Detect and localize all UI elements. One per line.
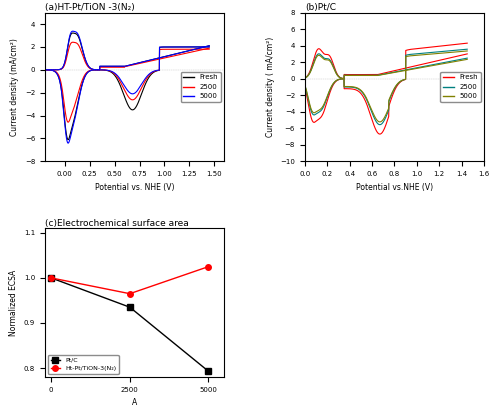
Y-axis label: Normalized ECSA: Normalized ECSA <box>9 269 18 336</box>
Ht-Pt/TiON-3(N₂) <box>48 275 54 280</box>
Pt/C <box>48 275 54 280</box>
Legend: Fresh, 2500, 5000: Fresh, 2500, 5000 <box>181 72 221 102</box>
Line: Ht-Pt/TiON-3(N₂): Ht-Pt/TiON-3(N₂) <box>48 264 211 297</box>
Legend: Pt/C, Ht-Pt/TiON-3(N₂): Pt/C, Ht-Pt/TiON-3(N₂) <box>48 355 119 374</box>
X-axis label: Potential vs. NHE (V): Potential vs. NHE (V) <box>95 183 174 191</box>
Text: (c)Electrochemical surface area: (c)Electrochemical surface area <box>45 219 189 228</box>
Text: (b)Pt/C: (b)Pt/C <box>305 3 336 12</box>
Y-axis label: Current density (mA/cm²): Current density (mA/cm²) <box>10 38 19 136</box>
Pt/C <box>206 369 212 374</box>
X-axis label: A: A <box>132 398 137 407</box>
Legend: Fresh, 2500, 5000: Fresh, 2500, 5000 <box>441 72 481 102</box>
Pt/C <box>127 305 133 310</box>
Ht-Pt/TiON-3(N₂) <box>127 291 133 296</box>
Line: Pt/C: Pt/C <box>48 275 211 374</box>
Y-axis label: Current density ( mA/cm²): Current density ( mA/cm²) <box>265 37 274 137</box>
Text: (a)HT-Pt/TiON -3(N₂): (a)HT-Pt/TiON -3(N₂) <box>45 3 135 12</box>
Ht-Pt/TiON-3(N₂) <box>206 264 212 269</box>
X-axis label: Potential vs.NHE (V): Potential vs.NHE (V) <box>356 183 433 191</box>
